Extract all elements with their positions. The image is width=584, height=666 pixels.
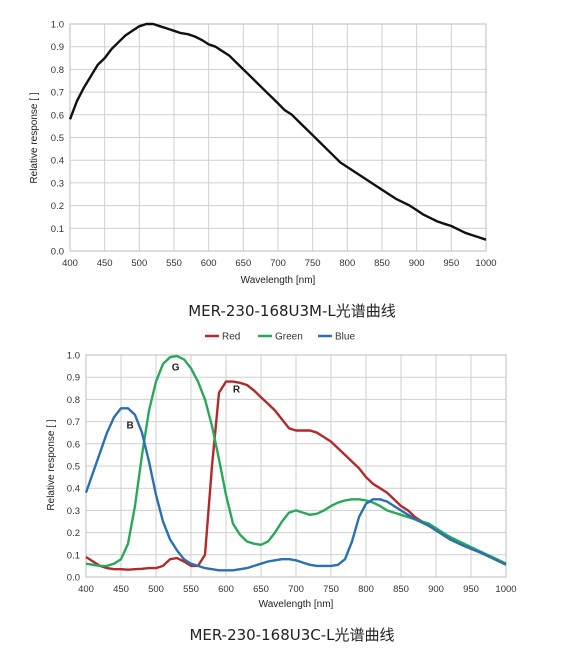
chart2-xtick-label: 500	[148, 584, 164, 595]
chart1-xtick-label: 400	[62, 258, 78, 269]
chart1-caption: MER-230-168U3M-L光谱曲线	[188, 302, 396, 320]
chart2-xlabel: Wavelength [nm]	[259, 599, 334, 610]
chart1-xtick-label: 950	[443, 258, 459, 269]
legend-label-green: Green	[275, 332, 303, 343]
chart1-xtick-label: 800	[339, 258, 355, 269]
chart2-ytick-label: 0.7	[67, 417, 80, 428]
chart2-xtick-label: 450	[113, 584, 129, 595]
chart2-annotations: B G R	[126, 363, 240, 432]
chart2-ytick-labels: 0.0 0.1 0.2 0.3 0.4 0.5 0.6 0.7 0.8 0.9 1.0	[67, 351, 80, 584]
chart2-xtick-label: 800	[358, 584, 374, 595]
chart2-series-line-green	[85, 354, 507, 568]
chart2-ytick-label: 0.6	[67, 439, 80, 450]
chart2-xtick-label: 600	[218, 584, 234, 595]
chart2-ytick-label: 0.5	[67, 462, 80, 473]
mono-spectral-chart: 0.0 0.1 0.2 0.3 0.4 0.5 0.6 0.7 0.8 0.9 1.0 400 450…	[29, 20, 497, 287]
chart1-ytick-label: 0.2	[51, 201, 64, 212]
chart2-xtick-label: 550	[183, 584, 199, 595]
chart1-xtick-label: 450	[97, 258, 113, 269]
chart1-ytick-label: 0.1	[51, 224, 64, 235]
chart2-annotation-r: R	[233, 385, 241, 396]
chart2-xtick-label: 400	[78, 584, 94, 595]
color-spectral-chart: Red Green Blue 0.0 0.1 0.2 0.3 0.4 0.5 0.6 0.7 0.8…	[46, 332, 517, 611]
chart1-ytick-labels: 0.0 0.1 0.2 0.3 0.4 0.5 0.6 0.7 0.8 0.9 1.0	[51, 20, 64, 258]
chart2-ytick-label: 0.9	[67, 373, 80, 384]
chart2-annotation-g: G	[172, 363, 180, 374]
chart2-xtick-label: 650	[253, 584, 269, 595]
chart2-caption: MER-230-168U3C-L光谱曲线	[189, 626, 395, 644]
chart2-ylabel: Relative response [ ]	[46, 419, 57, 510]
chart2-ytick-label: 0.4	[67, 484, 80, 495]
legend-label-blue: Blue	[335, 332, 355, 343]
chart2-legend: Red Green Blue	[205, 332, 355, 343]
chart2-xtick-label: 1000	[495, 584, 516, 595]
chart1-series	[68, 22, 487, 241]
chart1-ytick-label: 0.8	[51, 65, 64, 76]
chart2-annotation-b: B	[126, 420, 133, 431]
chart2-ytick-label: 1.0	[67, 351, 80, 362]
chart2-gridlines	[85, 354, 507, 578]
chart1-xtick-label: 900	[409, 258, 425, 269]
chart2-ytick-label: 0.8	[67, 395, 80, 406]
chart2-series	[84, 354, 507, 572]
chart1-ytick-label: 0.5	[51, 133, 64, 144]
chart1-ytick-label: 0.9	[51, 42, 64, 53]
chart1-ytick-label: 0.4	[51, 156, 64, 167]
legend-label-red: Red	[222, 332, 240, 343]
chart2-ytick-label: 0.1	[67, 550, 80, 561]
chart2-xtick-label: 700	[288, 584, 304, 595]
chart1-ytick-label: 0.3	[51, 178, 64, 189]
chart2-series-line-red	[85, 380, 507, 571]
chart2-xtick-label: 900	[428, 584, 444, 595]
chart1-ytick-label: 0.7	[51, 88, 64, 99]
chart2-ytick-label: 0.2	[67, 528, 80, 539]
chart1-xtick-label: 600	[201, 258, 217, 269]
chart2-plot-frame	[85, 354, 507, 578]
chart2-ytick-label: 0.3	[67, 506, 80, 517]
chart1-xtick-label: 750	[305, 258, 321, 269]
chart1-xtick-labels: 400 450 500 550 600 650 700 750 800 850 900 950 1000	[62, 258, 497, 269]
chart1-xtick-label: 1000	[475, 258, 496, 269]
chart2-xtick-label: 750	[323, 584, 339, 595]
chart2-series-line-blue	[84, 407, 507, 572]
chart1-plot-frame	[69, 23, 487, 252]
chart1-ylabel: Relative response [ ]	[29, 92, 40, 183]
chart1-ytick-label: 0.0	[51, 247, 64, 258]
chart2-ytick-label: 0.0	[67, 573, 80, 584]
chart1-xtick-label: 850	[374, 258, 390, 269]
chart1-xtick-label: 550	[166, 258, 182, 269]
chart2-xtick-labels: 400 450 500 550 600 650 700 750 800 850 900 950 1000	[78, 584, 517, 595]
chart1-gridlines	[69, 23, 487, 252]
chart1-ytick-label: 0.6	[51, 110, 64, 121]
chart2-xtick-label: 950	[463, 584, 479, 595]
chart1-xlabel: Wavelength [nm]	[241, 275, 316, 286]
chart1-xtick-label: 500	[131, 258, 147, 269]
chart1-xtick-label: 650	[235, 258, 251, 269]
chart2-xtick-label: 850	[393, 584, 409, 595]
chart1-series-line-0	[68, 22, 487, 241]
chart1-ytick-label: 1.0	[51, 20, 64, 31]
chart1-xtick-label: 700	[270, 258, 286, 269]
